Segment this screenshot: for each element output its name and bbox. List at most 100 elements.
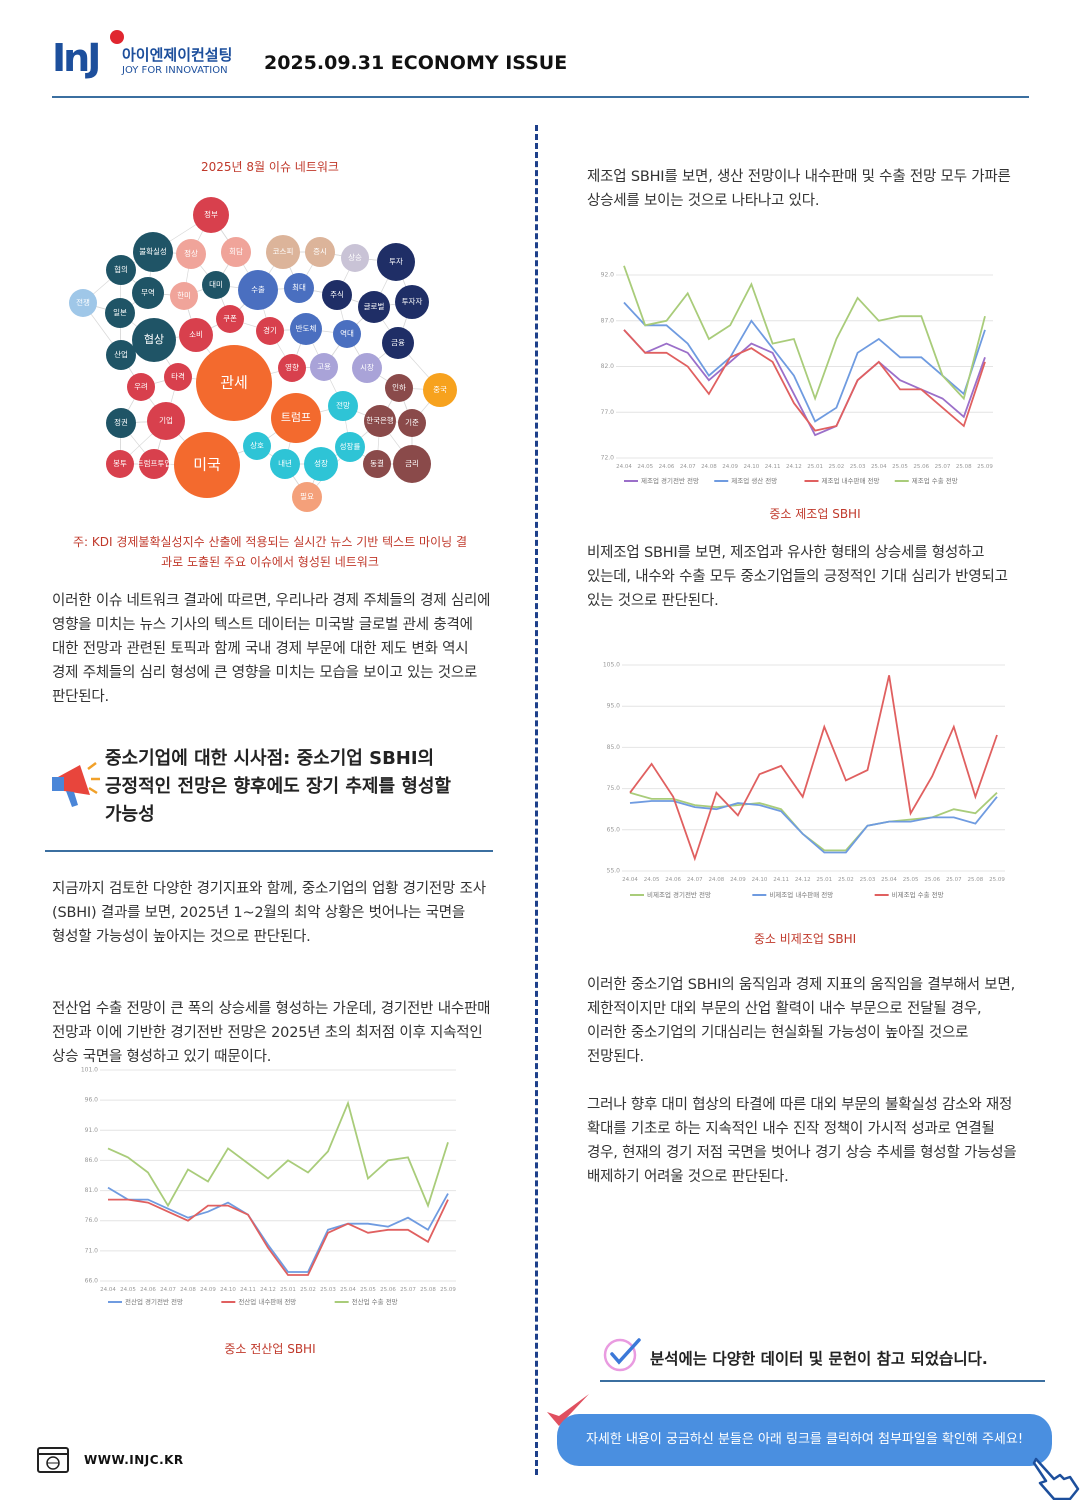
node-label: 고용	[317, 362, 331, 371]
network-node	[106, 340, 136, 370]
paragraph: 이러한 이슈 네트워크 결과에 따르면, 우리나라 경제 주체들의 경제 심리에…	[52, 593, 491, 705]
line-chart: 55.0 65.0 75.0 85.0 95.0 105.0 24.04 24.05 24.06…	[603, 662, 1006, 900]
x-tick-label: 25.02	[828, 464, 844, 470]
node-label: 중국	[433, 385, 447, 394]
y-tick-label: 55.0	[607, 868, 621, 875]
node-label: 한미	[177, 291, 191, 300]
x-tick-label: 25.07	[935, 464, 951, 470]
node-label: 전쟁	[76, 297, 90, 307]
node-label: 타격	[171, 371, 185, 381]
x-tick-label: 24.08	[708, 877, 724, 883]
chart-caption: 중소 전산업 SBHI	[224, 1342, 316, 1356]
node-label: 최대	[292, 282, 306, 292]
series-line	[623, 265, 986, 402]
node-label: 필요	[300, 491, 314, 501]
network-node	[310, 353, 338, 381]
paragraph: 전산업 수출 전망이 큰 폭의 상승세를 형성하는 가운데, 경기전반 내수판매…	[52, 1001, 491, 1065]
y-tick-label: 92.0	[601, 272, 615, 279]
network-title: 2025년 8월 이슈 네트워크	[201, 160, 339, 174]
network-node	[164, 363, 192, 391]
reference-note: 분석에는 다양한 데이터 및 문헌이 참고 되었습니다.	[650, 1350, 988, 1368]
network-node	[333, 320, 361, 348]
attachment-link[interactable]: 자세한 내용이 궁금하신 분들은 아래 링크를 클릭하여 첨부파일을 확인해 주…	[557, 1414, 1052, 1466]
network-node	[238, 270, 278, 310]
x-tick-label: 25.06	[380, 1287, 396, 1293]
node-label: 기준	[405, 418, 419, 427]
y-tick-label: 65.0	[607, 826, 621, 833]
x-tick-label: 24.12	[260, 1287, 276, 1293]
network-node	[377, 243, 415, 281]
x-tick-label: 25.04	[340, 1287, 356, 1293]
paragraph: 이러한 중소기업 SBHI의 움직임과 경제 지표의 움직임을 결부해서 보면,…	[587, 977, 1015, 1065]
network-node	[193, 197, 229, 233]
node-label: 투자	[389, 257, 403, 266]
x-tick-label: 24.07	[680, 464, 696, 470]
chart-caption: 중소 비제조업 SBHI	[753, 932, 857, 946]
x-tick-label: 24.09	[200, 1287, 216, 1293]
node-label: 무역	[141, 287, 155, 297]
x-tick-label: 24.06	[659, 464, 675, 470]
y-tick-label: 77.0	[601, 409, 615, 416]
series-line	[107, 1186, 449, 1273]
chart-caption: 중소 제조업 SBHI	[769, 507, 861, 521]
network-node	[292, 482, 322, 512]
node-label: 동결	[370, 458, 384, 468]
x-tick-label: 25.01	[280, 1287, 296, 1293]
node-label: 금융	[391, 338, 405, 347]
legend-label: 전산업 수출 전망	[352, 1297, 398, 1306]
node-label: 우려	[134, 381, 148, 391]
legend-label: 제조업 수출 전망	[912, 476, 958, 485]
logo-mark: InJ	[52, 36, 101, 80]
x-tick-label: 24.09	[722, 464, 738, 470]
x-tick-label: 24.11	[240, 1287, 256, 1293]
x-tick-label: 24.11	[773, 877, 789, 883]
legend-label: 비제조업 경기전반 전망	[647, 890, 711, 899]
node-label: 주식	[330, 290, 344, 299]
line-chart: 72.0 77.0 82.0 87.0 92.0 24.04 24.05 24.06 24.07…	[601, 265, 993, 485]
node-label: 한국은행	[366, 415, 394, 425]
network-node	[278, 354, 306, 382]
node-label: 대미	[209, 280, 223, 289]
x-tick-label: 24.05	[637, 464, 653, 470]
x-tick-label: 25.03	[860, 877, 876, 883]
line-chart: 66.0 71.0 76.0 81.0 86.0 91.0 96.0 101.0 24.04 24…	[81, 1067, 457, 1307]
x-tick-label: 24.05	[120, 1287, 136, 1293]
network-node	[133, 232, 173, 272]
network-node	[385, 374, 413, 402]
column-divider	[535, 125, 538, 1475]
network-node	[382, 327, 414, 359]
node-label: 수출	[251, 284, 265, 294]
x-tick-label: 25.07	[946, 877, 962, 883]
node-label: 정부	[204, 209, 218, 219]
network-node	[132, 277, 164, 309]
website: WWW.INJC.KR	[84, 1453, 184, 1467]
network-node	[284, 273, 314, 303]
x-tick-label: 24.12	[786, 464, 802, 470]
x-tick-label: 24.11	[765, 464, 781, 470]
y-tick-label: 76.0	[85, 1217, 99, 1224]
node-label: 반도체	[296, 323, 317, 333]
node-label: 관세	[220, 374, 248, 392]
check-mark	[547, 1394, 589, 1426]
node-label: 협의	[114, 264, 128, 274]
y-tick-label: 85.0	[607, 744, 621, 751]
node-label: 불확실성	[139, 246, 167, 256]
x-tick-label: 25.09	[440, 1287, 456, 1293]
issue-title: 2025.09.31 ECONOMY ISSUE	[264, 52, 568, 74]
node-label: 상승	[348, 252, 362, 262]
x-tick-label: 25.06	[913, 464, 929, 470]
header-rule	[52, 96, 1029, 98]
network-node	[363, 450, 391, 478]
paragraph: 제조업 SBHI를 보면, 생산 전망이나 내수판매 및 수출 전망 모두 가파…	[587, 169, 1011, 209]
series-line	[629, 791, 998, 852]
node-label: 산업	[114, 349, 128, 359]
web-icon	[37, 1447, 69, 1473]
legend-label: 제조업 경기전반 전망	[641, 476, 699, 485]
node-label: 트럼프	[281, 411, 311, 424]
check-icon	[603, 1338, 641, 1372]
node-label: 협상	[144, 333, 164, 346]
x-tick-label: 24.07	[160, 1287, 176, 1293]
network-node	[256, 317, 284, 345]
network-node	[106, 408, 136, 438]
